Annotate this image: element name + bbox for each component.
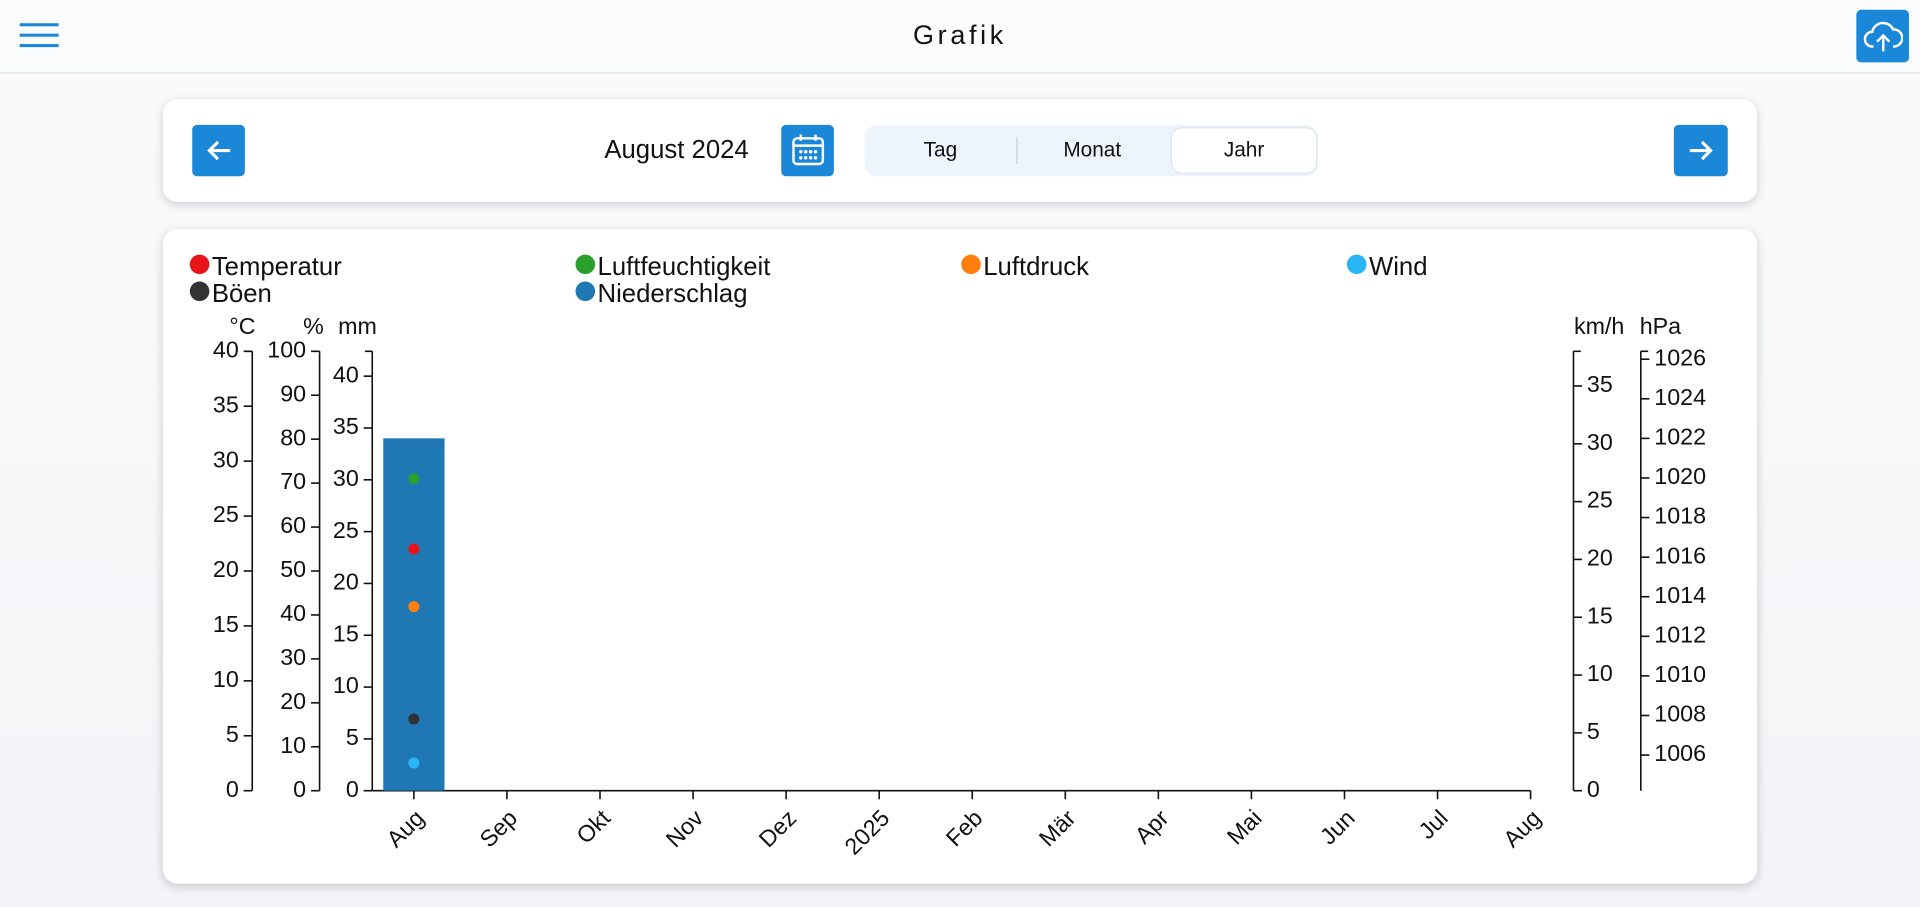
tick-label: 25 xyxy=(1587,487,1613,513)
tick-label: 20 xyxy=(1587,545,1613,571)
legend-label: Luftfeuchtigkeit xyxy=(598,253,771,281)
period-label: August 2024 xyxy=(604,135,749,165)
legend-label: Wind xyxy=(1369,253,1428,281)
point xyxy=(408,601,420,613)
axis-unit: km/h xyxy=(1574,313,1624,339)
next-button[interactable] xyxy=(1673,124,1728,177)
tick-label: 0 xyxy=(226,776,239,802)
range-tab[interactable]: Jahr xyxy=(1171,128,1317,173)
tick-label: 1026 xyxy=(1654,344,1706,370)
tick-label: 1006 xyxy=(1654,740,1706,766)
tick-label: 1012 xyxy=(1654,621,1706,647)
tick-label: 30 xyxy=(213,446,239,472)
tick-label: 1024 xyxy=(1654,384,1706,410)
legend-swatch xyxy=(575,254,596,275)
tick-label: 1018 xyxy=(1654,503,1706,529)
axis-unit: hPa xyxy=(1640,313,1681,339)
tick-label: 100 xyxy=(267,336,306,362)
x-tick-label: Aug xyxy=(1498,805,1546,853)
tick-label: 35 xyxy=(213,391,239,417)
point xyxy=(408,757,420,769)
tick-label: 35 xyxy=(1587,371,1613,397)
tick-label: 1020 xyxy=(1654,463,1706,489)
x-tick-label: Nov xyxy=(661,804,709,852)
menu-button[interactable] xyxy=(19,22,59,49)
tick-label: 1022 xyxy=(1654,424,1706,450)
tick-label: 30 xyxy=(1587,429,1613,455)
x-tick-label: Sep xyxy=(475,805,523,853)
tick-label: 5 xyxy=(226,721,239,747)
tick-label: 1008 xyxy=(1654,701,1706,727)
range-selector: Tag Monat Jahr xyxy=(864,124,1318,177)
axis-unit: °C xyxy=(229,313,255,339)
tick-label: 40 xyxy=(213,336,239,362)
tick-label: 5 xyxy=(346,724,359,750)
tick-label: 40 xyxy=(333,361,359,387)
x-tick-label: Mai xyxy=(1222,805,1267,850)
tick-label: 80 xyxy=(280,424,306,450)
x-tick-label: Okt xyxy=(571,804,615,848)
tick-label: 1010 xyxy=(1654,661,1706,687)
point xyxy=(408,713,420,725)
x-tick-label: Jun xyxy=(1315,805,1360,850)
x-tick-label: Feb xyxy=(941,805,988,852)
tick-label: 15 xyxy=(213,611,239,637)
tick-label: 40 xyxy=(280,600,306,626)
range-tab[interactable]: Monat xyxy=(1063,138,1122,162)
tick-label: 30 xyxy=(280,644,306,670)
prev-button[interactable] xyxy=(192,124,245,177)
x-tick-label: Dez xyxy=(754,805,802,853)
tick-label: 90 xyxy=(280,380,306,406)
legend-label: Böen xyxy=(212,280,272,308)
page-title: Grafik xyxy=(913,19,1007,51)
legend-swatch xyxy=(1346,254,1367,275)
tick-label: 15 xyxy=(333,620,359,646)
tick-label: 30 xyxy=(333,465,359,491)
axis-unit: mm xyxy=(338,313,377,339)
x-tick-label: Jul xyxy=(1413,805,1452,844)
x-tick-label: Apr xyxy=(1130,805,1174,849)
tick-label: 10 xyxy=(213,666,239,692)
tick-label: 0 xyxy=(293,776,306,802)
point xyxy=(408,543,420,555)
tick-label: 50 xyxy=(280,556,306,582)
tick-label: 35 xyxy=(333,413,359,439)
upload-button[interactable] xyxy=(1856,9,1909,63)
calendar-button[interactable] xyxy=(781,124,834,177)
x-tick-label: Mär xyxy=(1034,805,1081,852)
legend-label: Niederschlag xyxy=(598,280,748,308)
tick-label: 15 xyxy=(1587,602,1613,628)
tick-label: 10 xyxy=(280,732,306,758)
legend-label: Luftdruck xyxy=(983,253,1089,281)
tick-label: 25 xyxy=(213,501,239,527)
tick-label: 20 xyxy=(213,556,239,582)
tick-label: 1016 xyxy=(1654,542,1706,568)
axis-unit: % xyxy=(303,313,324,339)
tick-label: 10 xyxy=(333,672,359,698)
tick-label: 20 xyxy=(333,569,359,595)
bar xyxy=(383,438,445,791)
separator xyxy=(1016,137,1018,165)
point xyxy=(408,473,420,485)
tick-label: 1014 xyxy=(1654,582,1706,608)
x-tick-label: Aug xyxy=(381,805,429,853)
legend-swatch xyxy=(961,254,981,275)
tick-label: 70 xyxy=(280,468,306,494)
legend-swatch xyxy=(189,281,210,302)
legend-label: Temperatur xyxy=(212,253,342,281)
x-tick-label: 2025 xyxy=(839,805,894,860)
tick-label: 5 xyxy=(1587,718,1600,744)
legend-swatch xyxy=(189,254,210,275)
tick-label: 25 xyxy=(333,517,359,543)
tick-label: 60 xyxy=(280,512,306,538)
tick-label: 0 xyxy=(346,776,359,802)
tick-label: 10 xyxy=(1587,660,1613,686)
tick-label: 0 xyxy=(1587,776,1600,802)
legend-swatch xyxy=(575,281,596,302)
top-bar: Grafik xyxy=(0,0,1920,74)
range-tab[interactable]: Tag xyxy=(923,138,958,162)
tick-label: 20 xyxy=(280,688,306,714)
